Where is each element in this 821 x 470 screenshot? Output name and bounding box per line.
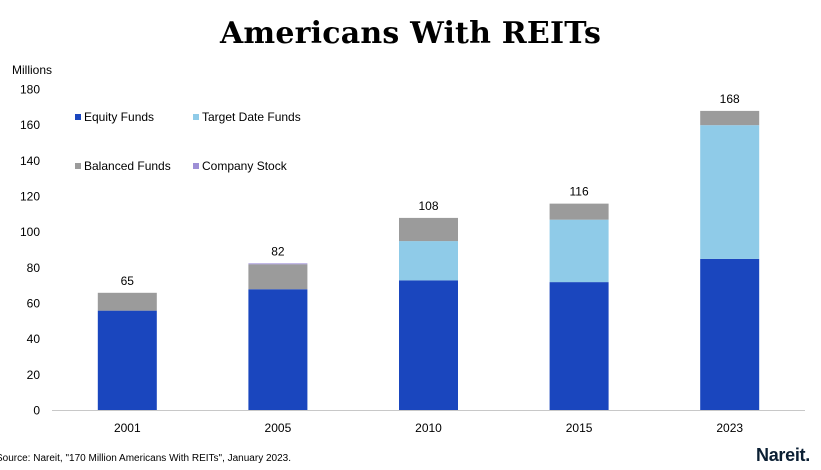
x-tick-label: 2010: [415, 421, 442, 435]
y-tick-label: 140: [20, 154, 40, 168]
y-tick-label: 0: [33, 404, 40, 418]
x-tick-label: 2023: [716, 421, 743, 435]
bar-segment-balanced-funds: [549, 203, 609, 220]
y-tick-label: 80: [27, 261, 41, 275]
legend-swatch-company-stock: [193, 163, 199, 169]
bar-total-label: 168: [720, 92, 740, 106]
bar-segment-balanced-funds: [248, 264, 308, 290]
bar-total-label: 116: [570, 185, 589, 199]
bar-segment-target-date-funds: [399, 241, 458, 281]
legend-label: Equity Funds: [84, 110, 154, 124]
legend-swatch-equity-funds: [75, 114, 81, 120]
y-tick-label: 160: [20, 118, 40, 132]
legend-label: Company Stock: [202, 159, 288, 173]
bar-total-label: 82: [271, 244, 285, 258]
x-tick-label: 2015: [566, 421, 593, 435]
y-tick-label: 180: [20, 83, 40, 97]
source-note: Source: Nareit, "170 Million Americans W…: [0, 453, 291, 464]
bar-total-label: 65: [121, 274, 135, 288]
bar-segment-equity-funds: [97, 310, 157, 411]
bar-segment-equity-funds: [248, 289, 308, 411]
bar-segment-target-date-funds: [549, 219, 609, 283]
bar-segment-company-stock: [248, 263, 308, 265]
legend-swatch-target-date-funds: [193, 114, 199, 120]
x-tick-label: 2005: [265, 421, 292, 435]
bar-total-label: 108: [418, 199, 438, 213]
chart-title: Americans With REITs: [219, 16, 602, 51]
y-tick-label: 120: [20, 190, 40, 204]
legend-label: Balanced Funds: [84, 159, 171, 173]
bar-segment-equity-funds: [399, 280, 458, 411]
bar-segment-balanced-funds: [97, 292, 157, 311]
y-tick-label: 100: [20, 225, 40, 239]
legend-label: Target Date Funds: [202, 110, 301, 124]
x-tick-label: 2001: [114, 421, 141, 435]
y-tick-label: 40: [27, 332, 41, 346]
bar-segment-equity-funds: [549, 282, 609, 411]
y-tick-label: 60: [27, 297, 41, 311]
y-axis-unit-label: Millions: [12, 63, 53, 77]
nareit-logo: Nareit.: [756, 445, 810, 465]
bar-segment-target-date-funds: [700, 125, 760, 259]
bar-segment-balanced-funds: [700, 110, 760, 126]
legend-swatch-balanced-funds: [75, 163, 81, 169]
y-tick-label: 20: [27, 368, 41, 382]
bar-segment-equity-funds: [700, 258, 760, 411]
bar-segment-balanced-funds: [399, 217, 458, 242]
